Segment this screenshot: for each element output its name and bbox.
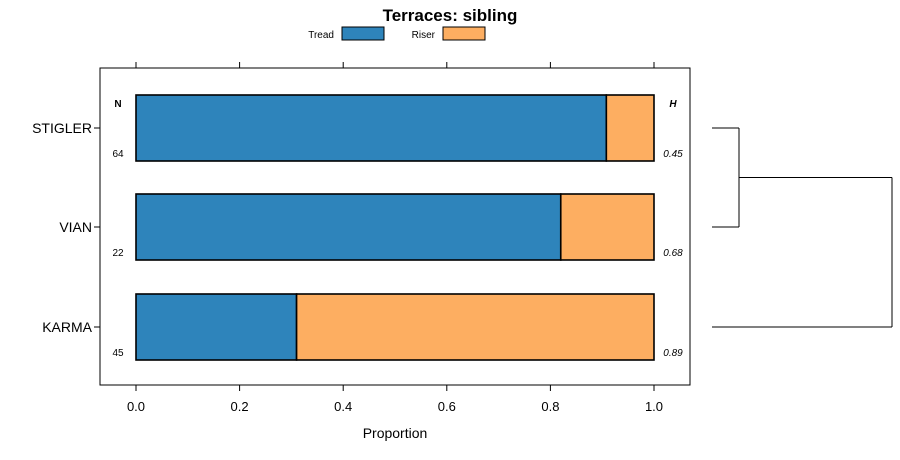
n-value: 22 [112, 248, 124, 259]
category-label-vian: VIAN [59, 219, 92, 235]
chart-title: Terraces: sibling [383, 6, 518, 25]
bars [135, 94, 655, 361]
axes: 0.0 0.2 0.4 0.6 0.8 1.0 STIGLER VIAN KARMA [32, 62, 663, 414]
category-label-karma: KARMA [42, 319, 92, 335]
legend: Tread Riser [308, 26, 486, 41]
legend-swatch-tread [341, 26, 385, 41]
bar-karma-riser [295, 293, 655, 361]
x-tick-label: 0.4 [334, 399, 352, 414]
legend-label-tread: Tread [308, 30, 334, 41]
bar-vian-tread [135, 193, 562, 261]
bar-karma-tread [135, 293, 298, 361]
n-value: 64 [112, 149, 124, 160]
bar-stigler-tread [135, 94, 608, 162]
x-tick-label: 0.8 [541, 399, 559, 414]
bar-stigler-riser [605, 94, 655, 162]
n-header: N [114, 99, 121, 110]
x-axis-title: Proportion [363, 425, 428, 441]
h-value: 0.68 [663, 248, 683, 259]
annotations: N H 64 22 45 0.45 0.68 0.89 [112, 99, 683, 359]
bar-vian-riser [559, 193, 655, 261]
legend-swatch-riser [442, 26, 486, 41]
category-label-stigler: STIGLER [32, 120, 92, 136]
n-value: 45 [112, 348, 124, 359]
x-tick-label: 0.0 [127, 399, 145, 414]
dendrogram [712, 127, 893, 328]
x-tick-label: 0.2 [231, 399, 249, 414]
h-value: 0.89 [663, 348, 683, 359]
x-tick-label: 1.0 [645, 399, 663, 414]
legend-label-riser: Riser [412, 30, 436, 41]
h-header: H [669, 99, 677, 110]
h-value: 0.45 [663, 149, 683, 160]
x-tick-label: 0.6 [438, 399, 456, 414]
